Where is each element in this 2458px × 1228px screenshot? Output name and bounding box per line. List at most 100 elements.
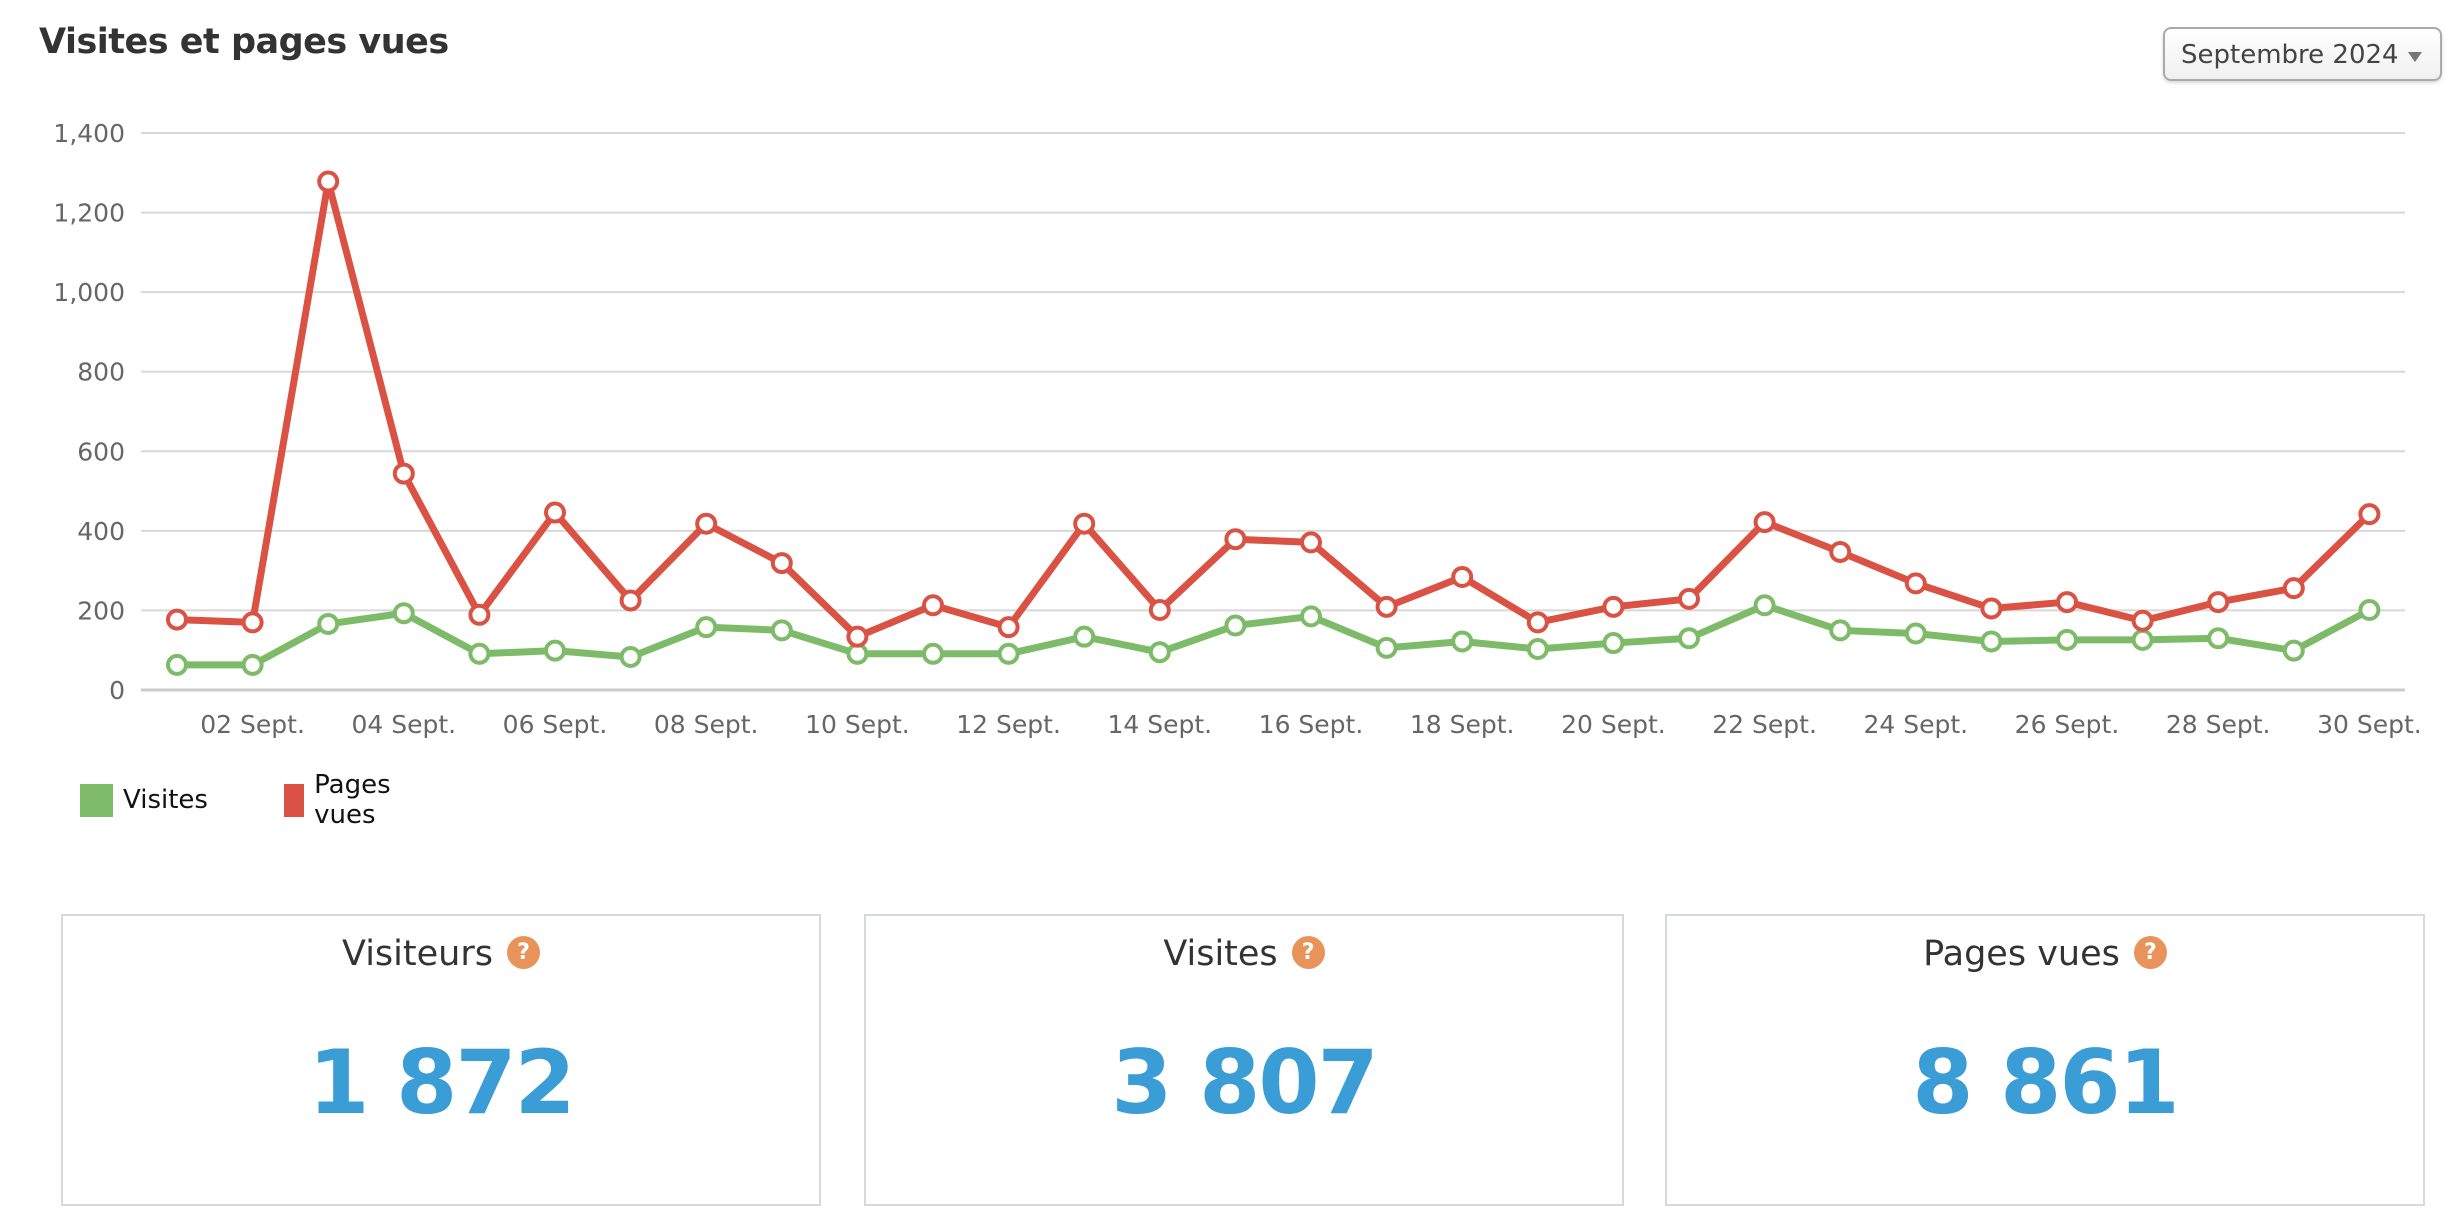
x-tick-label: 18 Sept. [1410,710,1515,739]
data-point[interactable] [1904,572,1927,595]
data-point[interactable] [619,645,642,668]
data-point[interactable] [241,653,264,676]
data-point[interactable] [2282,639,2305,662]
data-point[interactable] [468,642,491,665]
y-tick-label: 1,200 [53,199,125,228]
data-point[interactable] [1224,528,1247,551]
data-point[interactable] [1829,540,1852,563]
data-point[interactable] [2207,627,2230,650]
month-select-value: Septembre 2024 [2181,40,2399,70]
data-point[interactable] [2131,628,2154,651]
legend-item-visites[interactable]: Visites [80,782,208,818]
data-point[interactable] [2131,609,2154,632]
x-tick-label: 14 Sept. [1107,710,1212,739]
legend-item-pages-vues[interactable]: Pages vues [284,770,404,830]
data-point[interactable] [544,501,566,524]
help-icon[interactable]: ? [506,935,540,969]
data-point[interactable] [922,594,944,617]
stat-label-visites: Visites [1163,934,1278,974]
data-point[interactable] [317,170,340,193]
stat-value-visites: 3 807 [1111,1031,1379,1134]
data-point[interactable] [241,611,264,634]
y-tick-label: 600 [77,437,125,466]
x-tick-label: 04 Sept. [351,710,456,739]
data-point[interactable] [1980,630,2003,653]
y-tick-label: 1,000 [53,278,125,307]
y-axis-labels: 0 200 400 600 800 1,000 1,200 1,400 [53,119,125,705]
data-point[interactable] [1073,625,1096,648]
x-tick-label: 10 Sept. [805,710,910,739]
data-point[interactable] [1148,641,1171,664]
stat-card-header: Pages vues? [1667,934,2423,974]
month-select-dropdown[interactable]: Septembre 2024 [2163,27,2442,81]
data-point[interactable] [2056,628,2078,651]
data-point[interactable] [166,653,188,676]
data-point[interactable] [1375,595,1398,618]
x-tick-label: 20 Sept. [1561,710,1666,739]
data-point[interactable] [770,552,793,575]
data-point[interactable] [1904,622,1927,645]
data-point[interactable] [1300,531,1322,554]
stat-value-pages-vues: 8 861 [1912,1031,2180,1134]
data-point[interactable] [1678,627,1700,650]
data-point[interactable] [1451,630,1474,653]
data-point[interactable] [2358,599,2381,622]
data-point[interactable] [1073,512,1096,535]
data-point[interactable] [997,616,1020,639]
data-point[interactable] [1980,597,2003,620]
x-tick-label: 02 Sept. [200,710,305,739]
data-point[interactable] [1753,511,1776,534]
data-point[interactable] [1753,594,1776,617]
data-point[interactable] [1224,614,1247,637]
data-point[interactable] [317,612,340,635]
data-point[interactable] [619,589,642,612]
x-tick-label: 12 Sept. [956,710,1061,739]
stat-label-pages-vues: Pages vues [1923,934,2120,974]
data-point[interactable] [1148,599,1171,622]
data-point[interactable] [1829,619,1852,642]
legend-swatch-pages-vues [284,783,305,817]
stat-card-header: Visiteurs? [63,934,819,974]
data-point[interactable] [2282,577,2305,600]
x-tick-label: 08 Sept. [654,710,759,739]
data-point[interactable] [1526,638,1549,661]
data-point[interactable] [997,642,1020,665]
data-point[interactable] [770,619,793,642]
data-point[interactable] [846,625,869,648]
data-point[interactable] [1451,566,1474,589]
data-point[interactable] [392,602,415,625]
data-point[interactable] [392,462,415,485]
data-point[interactable] [2358,503,2381,526]
data-point[interactable] [1300,605,1322,628]
x-tick-label: 24 Sept. [1863,710,1968,739]
data-point[interactable] [1526,611,1549,634]
data-point[interactable] [544,639,566,662]
visits-pageviews-line-chart: 0 200 400 600 800 1,000 1,200 1,400 02 Sept. 04 … [53,119,2422,739]
chevron-down-icon [2408,52,2422,62]
data-point[interactable] [695,512,718,535]
stat-card-visiteurs: Visiteurs? 1 872 [61,914,821,1206]
series-line-visites [173,601,2373,669]
x-tick-label: 28 Sept. [2166,710,2271,739]
x-tick-label: 22 Sept. [1712,710,1817,739]
chart-gridlines [141,132,2405,692]
data-point[interactable] [922,642,944,665]
data-point[interactable] [1602,632,1625,655]
stat-card-header: Visites? [866,934,1622,974]
data-point[interactable] [2207,591,2230,614]
x-tick-label: 26 Sept. [2015,710,2120,739]
help-icon[interactable]: ? [2133,935,2167,969]
y-tick-label: 200 [77,596,125,625]
stat-value-visiteurs: 1 872 [308,1031,576,1134]
data-point[interactable] [1678,587,1700,610]
data-point[interactable] [2056,591,2078,614]
data-point[interactable] [1602,595,1625,618]
x-tick-label: 16 Sept. [1259,710,1364,739]
data-point[interactable] [166,608,188,631]
x-tick-label: 30 Sept. [2317,710,2422,739]
data-point[interactable] [695,616,718,639]
data-point[interactable] [468,603,491,626]
help-icon[interactable]: ? [1291,935,1325,969]
data-point[interactable] [1375,636,1398,659]
stat-label-visiteurs: Visiteurs [342,934,493,974]
